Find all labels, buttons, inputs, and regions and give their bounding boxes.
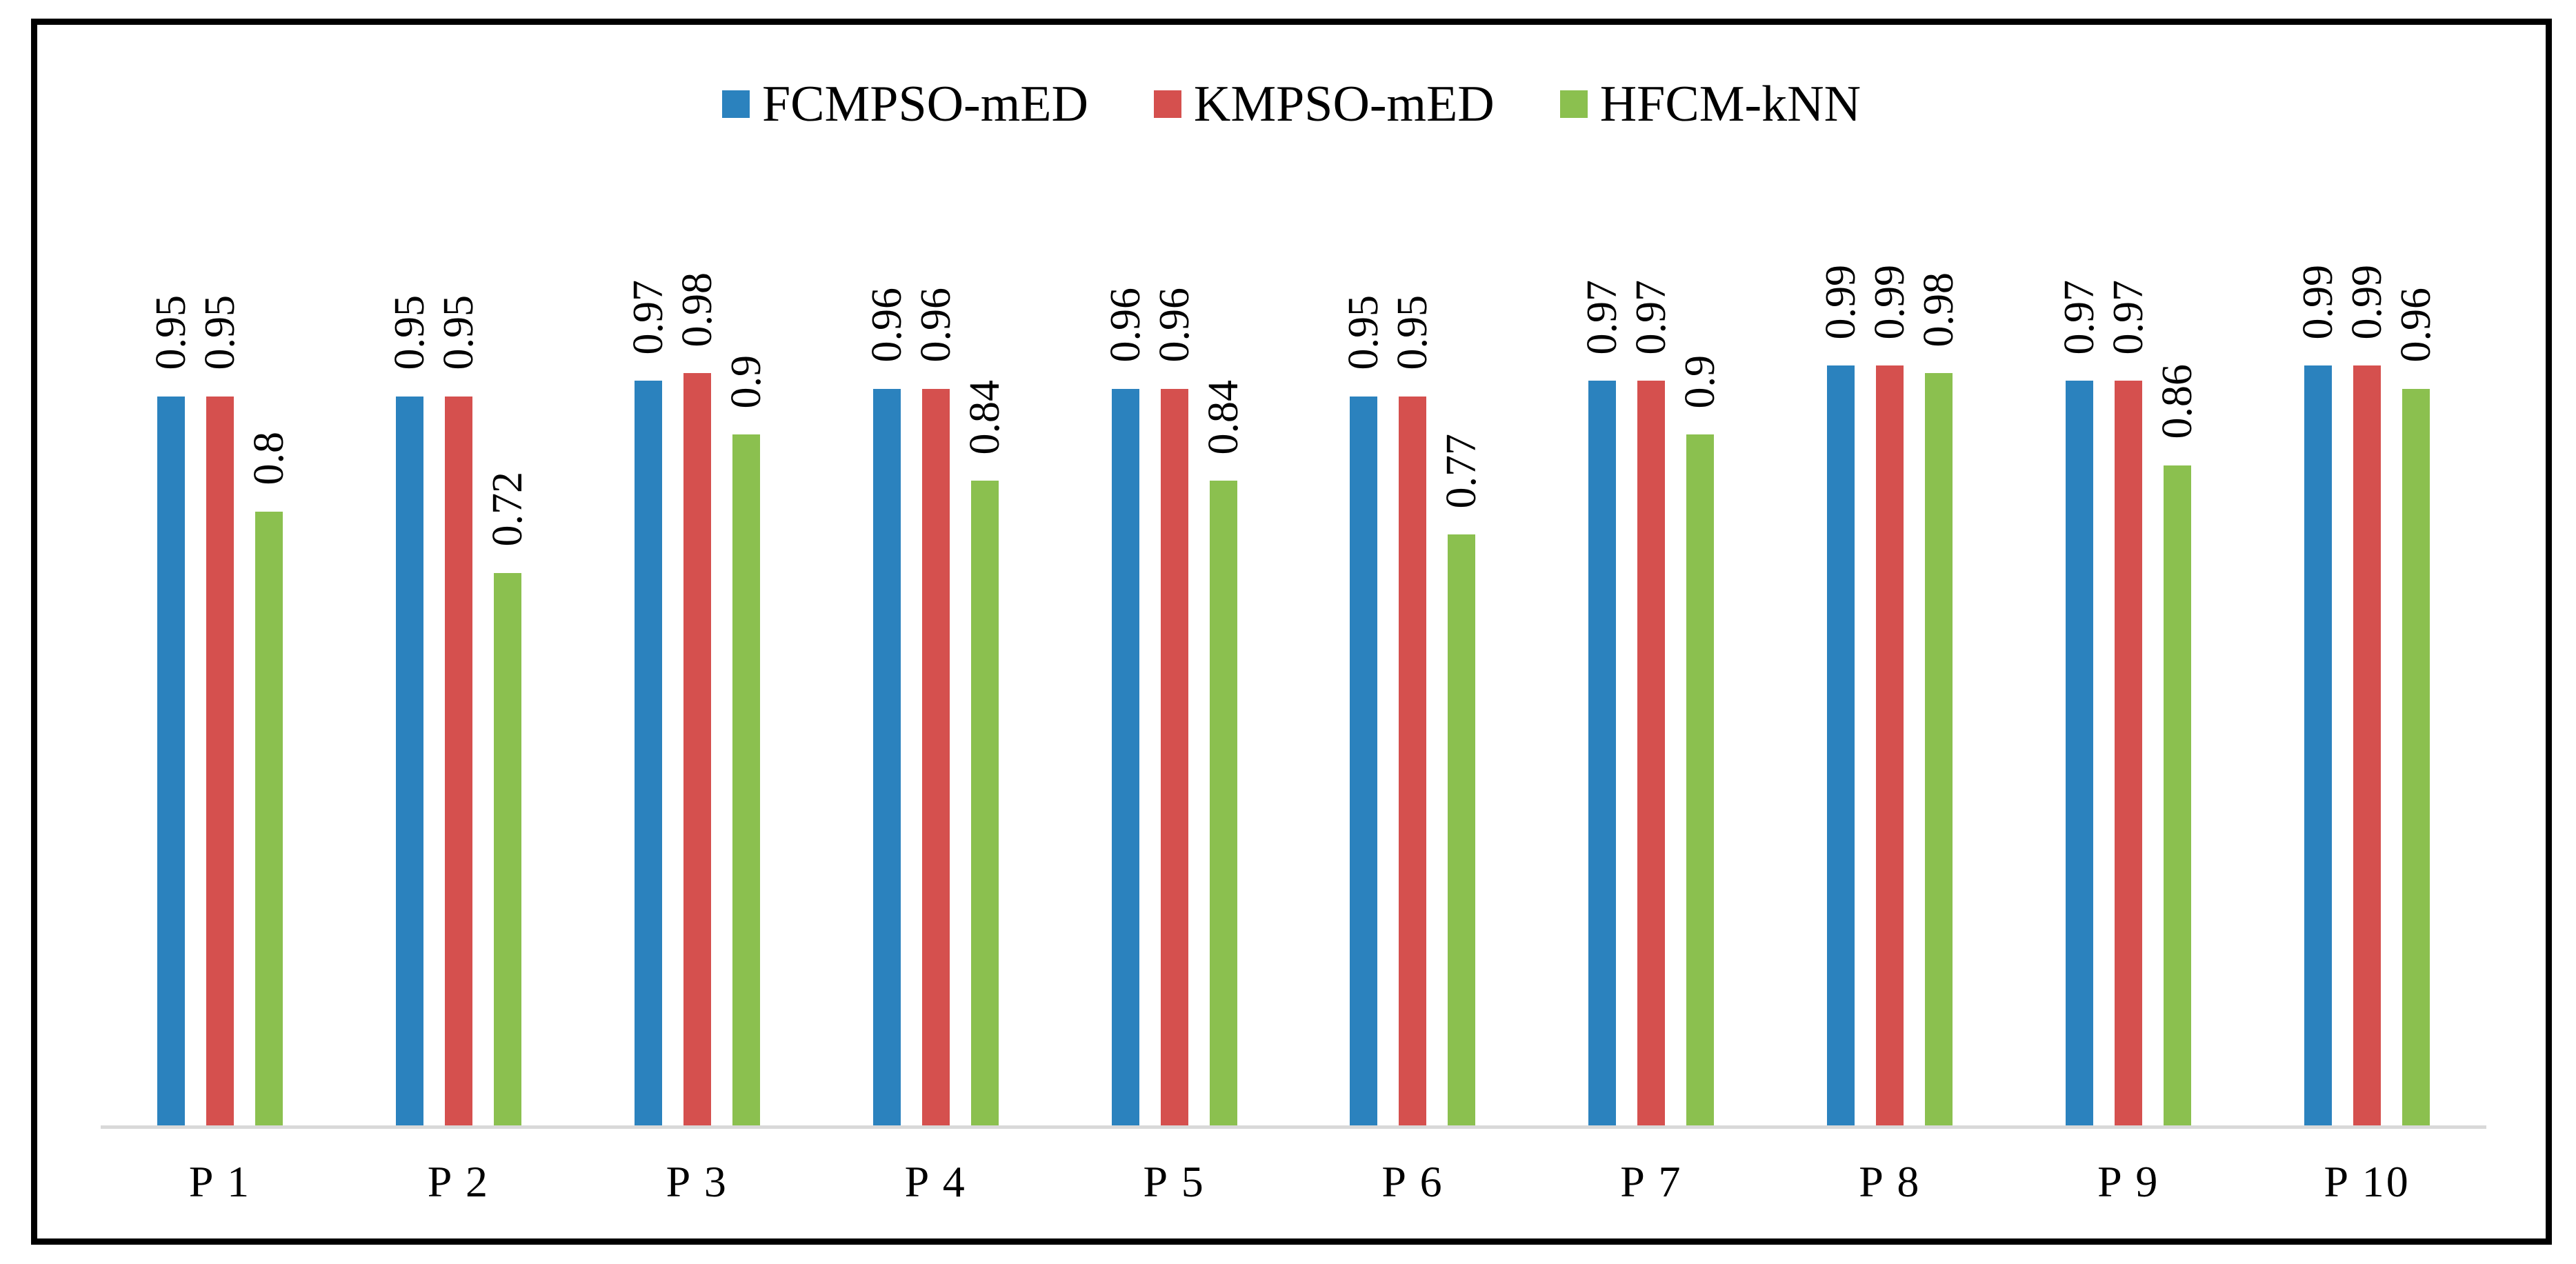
bar-value-label: 0.9 [1677,354,1724,409]
bar-fcmpso-med: 0.96 [1102,288,1149,1125]
x-axis-labels: P 1 P 2 P 3 P 4 P 5 P 6 P 7 P 8 P 9 P 10 [101,1156,2486,1209]
bar-hfcm-knn: 0.9 [723,355,770,1125]
bar-value-label: 0.77 [1438,433,1486,509]
bar-value-label: 0.95 [386,295,433,370]
bar-group: 0.97 0.98 0.9 [578,272,817,1125]
bar-kmpso-med: 0.95 [435,295,482,1125]
bar-value-label: 0.96 [863,288,910,363]
legend-item-kmpso-med: KMPSO-mED [1153,76,1495,132]
bar-hfcm-knn: 0.72 [484,472,531,1125]
bar-hfcm-knn: 0.9 [1677,355,1724,1125]
bar-fcmpso-med: 0.97 [1579,280,1626,1125]
bar-kmpso-med: 0.99 [1866,265,1913,1125]
bar-value-label: 0.96 [1150,288,1198,363]
bar-kmpso-med: 0.97 [2105,280,2152,1125]
bar-value-label: 0.96 [1101,288,1149,363]
bar-value-label: 0.95 [1340,295,1388,370]
bar-value-label: 0.97 [2056,279,2104,355]
bar-value-label: 0.99 [2344,264,2391,340]
x-axis-label: P 10 [2324,1157,2410,1206]
bar-kmpso-med: 0.96 [912,288,959,1125]
bar-group: 0.97 0.97 0.9 [1532,280,1770,1125]
bar-fcmpso-med: 0.99 [2295,265,2342,1125]
bar-fcmpso-med: 0.97 [625,280,672,1125]
bar-value-label: 0.96 [912,288,959,363]
bar-group: 0.97 0.97 0.86 [2009,280,2248,1125]
bar-hfcm-knn: 0.77 [1438,434,1485,1125]
bar-fcmpso-med: 0.99 [1817,265,1864,1125]
bar-value-label: 0.97 [1628,279,1675,355]
x-axis-label: P 4 [904,1157,967,1206]
bar-value-label: 0.97 [624,279,672,355]
bar-value-label: 0.9 [722,354,770,409]
x-axis-label: P 8 [1859,1157,1921,1206]
x-axis-label: P 9 [2097,1157,2160,1206]
bar-fcmpso-med: 0.95 [148,295,194,1125]
x-axis-label: P 3 [666,1157,728,1206]
chart-frame: FCMPSO-mED KMPSO-mED HFCM-kNN 0.95 0.95 0.… [31,19,2552,1245]
chart-legend: FCMPSO-mED KMPSO-mED HFCM-kNN [37,79,2546,130]
bar-hfcm-knn: 0.8 [246,432,292,1125]
bar-fcmpso-med: 0.95 [1340,295,1387,1125]
bar-group: 0.95 0.95 0.72 [339,295,578,1125]
bar-fcmpso-med: 0.97 [2056,280,2103,1125]
legend-item-hfcm-knn: HFCM-kNN [1559,76,1861,132]
bar-value-label: 0.95 [435,295,482,370]
legend-swatch-red-icon [1153,90,1181,118]
bar-group: 0.96 0.96 0.84 [817,288,1055,1125]
bar-hfcm-knn: 0.98 [1915,272,1962,1125]
bar-kmpso-med: 0.95 [197,295,243,1125]
bar-value-label: 0.97 [1579,279,1626,355]
bar-value-label: 0.86 [2154,364,2201,439]
bar-group: 0.95 0.95 0.77 [1294,295,1532,1125]
legend-label: KMPSO-mED [1193,76,1495,132]
bar-group: 0.95 0.95 0.8 [101,295,339,1125]
bar-chart-plot-area: 0.95 0.95 0.8 0.95 0.95 0.72 0.97 0.98 0.9 0.96 0.… [101,265,2486,1129]
x-axis-label: P 5 [1143,1157,1206,1206]
bar-value-label: 0.95 [196,295,243,370]
bar-value-label: 0.99 [2295,264,2342,340]
x-axis-label: P 2 [427,1157,490,1206]
bar-kmpso-med: 0.98 [674,272,721,1125]
bar-value-label: 0.99 [1817,264,1865,340]
bar-hfcm-knn: 0.86 [2154,364,2201,1125]
bar-group: 0.99 0.99 0.98 [1770,265,2009,1125]
bar-kmpso-med: 0.96 [1151,288,1198,1125]
legend-swatch-green-icon [1559,90,1588,118]
bar-value-label: 0.97 [2105,279,2153,355]
bar-fcmpso-med: 0.96 [863,288,910,1125]
bar-hfcm-knn: 0.84 [961,380,1008,1125]
bar-hfcm-knn: 0.96 [2393,288,2439,1125]
x-axis-label: P 7 [1620,1157,1683,1206]
bar-fcmpso-med: 0.95 [386,295,433,1125]
bar-value-label: 0.96 [2393,288,2440,363]
legend-label: HFCM-kNN [1599,76,1861,132]
bar-kmpso-med: 0.99 [2344,265,2390,1125]
bar-value-label: 0.98 [1915,272,1963,348]
bar-value-label: 0.84 [1199,379,1247,455]
bar-group: 0.96 0.96 0.84 [1055,288,1294,1125]
bar-kmpso-med: 0.95 [1389,295,1436,1125]
x-axis-label: P 1 [188,1157,252,1206]
legend-label: FCMPSO-mED [761,76,1088,132]
bar-value-label: 0.99 [1866,264,1914,340]
bar-value-label: 0.95 [1389,295,1437,370]
bar-hfcm-knn: 0.84 [1200,380,1247,1125]
legend-item-fcmpso-med: FCMPSO-mED [721,76,1088,132]
bar-group: 0.99 0.99 0.96 [2248,265,2486,1125]
bar-value-label: 0.8 [245,432,292,485]
bar-value-label: 0.95 [147,295,194,370]
bar-value-label: 0.98 [673,272,721,348]
bar-value-label: 0.72 [483,472,531,547]
bar-kmpso-med: 0.97 [1628,280,1675,1125]
x-axis-label: P 6 [1381,1157,1444,1206]
legend-swatch-blue-icon [721,90,750,118]
bar-value-label: 0.84 [961,379,1008,455]
